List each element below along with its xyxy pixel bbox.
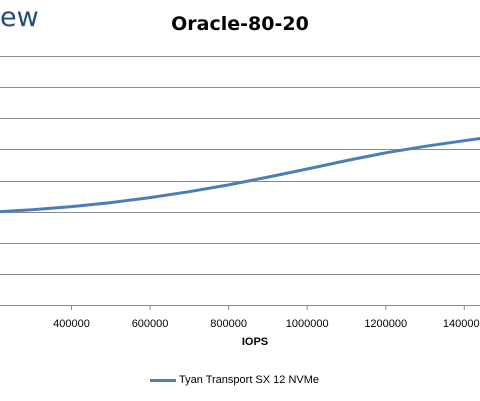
x-axis-label: IOPS [241, 336, 269, 348]
x-tick-label: 600000 [132, 318, 169, 330]
legend: Tyan Transport SX 12 NVMe [150, 373, 319, 387]
watermark-logo-text: ew [0, 2, 39, 33]
chart-title: Oracle-80-20 [171, 13, 309, 35]
x-tick-label: 1200000 [364, 318, 407, 330]
series-line [0, 137, 480, 214]
x-tick-label: 1000000 [286, 318, 329, 330]
legend-swatch [150, 378, 176, 382]
x-tick-label: 400000 [53, 318, 90, 330]
legend-label: Tyan Transport SX 12 NVMe [179, 374, 320, 386]
x-tick-label: 1400000 [443, 318, 480, 330]
x-tick-label: 800000 [210, 318, 247, 330]
